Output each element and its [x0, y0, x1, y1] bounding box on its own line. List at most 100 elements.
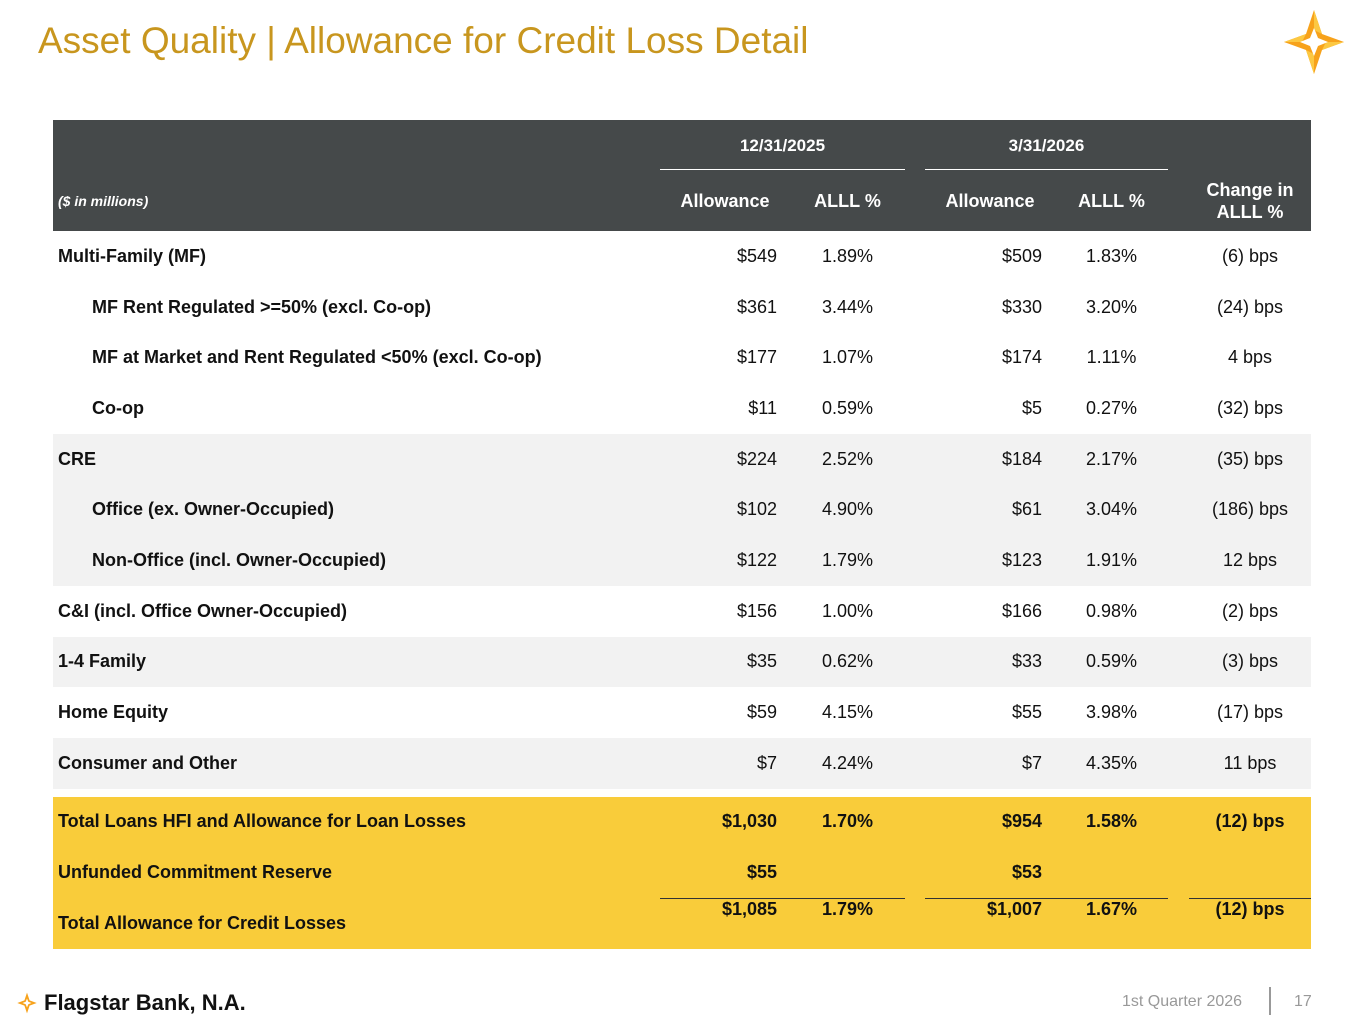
- allowance-2: $53: [1011, 862, 1042, 883]
- alll-1: 1.00%: [821, 600, 874, 621]
- alll-2: 0.98%: [1085, 600, 1138, 621]
- row-label: Total Loans HFI and Allowance for Loan L…: [58, 811, 467, 832]
- allowance-header-2: Allowance: [945, 191, 1035, 211]
- table-row: Consumer and Other $7 4.24% $7 4.35% 11 …: [53, 737, 1311, 789]
- alll-1: 0.62%: [821, 651, 874, 672]
- table-row: Unfunded Commitment Reserve $55 $53: [53, 847, 1311, 898]
- table-row: Total Loans HFI and Allowance for Loan L…: [53, 796, 1311, 848]
- alll-2: 2.17%: [1085, 448, 1138, 469]
- allowance-1: $59: [746, 702, 777, 723]
- change-header: Change in ALLL %: [1206, 180, 1294, 222]
- units-label: ($ in millions): [58, 193, 149, 209]
- table-row: Home Equity $59 4.15% $55 3.98% (17) bps: [53, 687, 1311, 738]
- alll-change: (24) bps: [1216, 296, 1284, 317]
- footer-period: 1st Quarter 2026: [1122, 993, 1243, 1010]
- allowance-2: $174: [1001, 347, 1042, 368]
- alll-2: 3.98%: [1085, 702, 1138, 723]
- allowance-1: $55: [746, 862, 777, 883]
- alll-2: 3.04%: [1085, 499, 1138, 520]
- table-row: MF at Market and Rent Regulated <50% (ex…: [53, 332, 1311, 383]
- alll-change: (6) bps: [1221, 245, 1279, 266]
- row-label: Office (ex. Owner-Occupied): [92, 499, 335, 520]
- alll-2: 1.11%: [1086, 347, 1137, 368]
- table-row: Non-Office (incl. Owner-Occupied) $122 1…: [53, 535, 1311, 586]
- alll-header-1: ALLL %: [814, 191, 881, 211]
- alll-2: 1.67%: [1055, 897, 1168, 949]
- table-row: Multi-Family (MF) $549 1.89% $509 1.83% …: [53, 231, 1311, 282]
- allowance-1: $7: [756, 752, 777, 773]
- alll-change: 4 bps: [1227, 347, 1273, 368]
- alll-change: (12) bps: [1189, 897, 1311, 949]
- allowance-1: $224: [736, 448, 777, 469]
- alll-change: 11 bps: [1223, 752, 1277, 773]
- alll-2: 1.91%: [1085, 549, 1138, 570]
- table-row: CRE $224 2.52% $184 2.17% (35) bps: [53, 433, 1311, 485]
- row-label: Total Allowance for Credit Losses: [58, 912, 347, 933]
- alll-change: (2) bps: [1221, 600, 1279, 621]
- flagstar-star-logo-icon: [1284, 10, 1344, 74]
- flagstar-star-icon: [17, 992, 37, 1014]
- allowance-1: $177: [736, 347, 777, 368]
- period-2-header: 3/31/2026: [1008, 136, 1085, 155]
- alll-2: 3.20%: [1085, 296, 1138, 317]
- allowance-2: $184: [1001, 448, 1042, 469]
- alll-2: 1.58%: [1085, 811, 1138, 832]
- table-row: C&I (incl. Office Owner-Occupied) $156 1…: [53, 586, 1311, 637]
- alll-change: (186) bps: [1211, 499, 1289, 520]
- allowance-2: $7: [1021, 752, 1042, 773]
- allowance-2: $33: [1011, 651, 1042, 672]
- allowance-table: 12/31/2025 3/31/2026 ($ in millions) All…: [53, 120, 1311, 949]
- alll-change: 12 bps: [1222, 549, 1278, 570]
- allowance-header-1: Allowance: [680, 191, 770, 211]
- footer-brand: Flagstar Bank, N.A.: [16, 990, 246, 1016]
- alll-1: 4.24%: [821, 752, 874, 773]
- row-label: Multi-Family (MF): [58, 245, 206, 266]
- allowance-1: $156: [736, 600, 777, 621]
- alll-2: 0.27%: [1085, 397, 1138, 418]
- allowance-1: $35: [746, 651, 777, 672]
- row-label: Co-op: [92, 397, 144, 418]
- alll-1: 0.59%: [821, 397, 874, 418]
- allowance-1: $1,030: [721, 811, 777, 832]
- row-label: 1-4 Family: [58, 651, 147, 672]
- alll-2: 1.83%: [1085, 245, 1138, 266]
- allowance-2: $55: [1011, 702, 1042, 723]
- alll-header-2: ALLL %: [1078, 191, 1145, 211]
- alll-change: (35) bps: [1216, 448, 1284, 469]
- alll-1: 2.52%: [821, 448, 874, 469]
- period-1-header: 12/31/2025: [739, 136, 826, 155]
- row-label: Home Equity: [58, 702, 169, 723]
- page-title: Asset Quality | Allowance for Credit Los…: [38, 20, 809, 61]
- allowance-2: $954: [1001, 811, 1042, 832]
- alll-1: 1.79%: [821, 549, 874, 570]
- row-label: Non-Office (incl. Owner-Occupied): [92, 549, 387, 570]
- alll-2: 4.35%: [1085, 752, 1138, 773]
- table-row: MF Rent Regulated >=50% (excl. Co-op) $3…: [53, 282, 1311, 333]
- alll-1: 4.90%: [821, 499, 874, 520]
- alll-1: 1.07%: [821, 347, 874, 368]
- row-label: Unfunded Commitment Reserve: [58, 862, 333, 883]
- table-row: Total Allowance for Credit Losses $1,085…: [53, 897, 1311, 949]
- allowance-2: $330: [1001, 296, 1042, 317]
- table-row: Office (ex. Owner-Occupied) $102 4.90% $…: [53, 484, 1311, 536]
- brand-name: Flagstar Bank, N.A.: [44, 990, 246, 1015]
- alll-2: 0.59%: [1085, 651, 1138, 672]
- allowance-2: $509: [1001, 245, 1042, 266]
- allowance-1: $122: [736, 549, 777, 570]
- alll-1: 4.15%: [821, 702, 874, 723]
- allowance-2: $61: [1011, 499, 1042, 520]
- table-row: Co-op $11 0.59% $5 0.27% (32) bps: [53, 383, 1311, 434]
- row-label: MF at Market and Rent Regulated <50% (ex…: [92, 347, 542, 368]
- table-header: 12/31/2025 3/31/2026 ($ in millions) All…: [53, 120, 1311, 231]
- alll-change: (12) bps: [1215, 811, 1285, 832]
- row-label: CRE: [58, 448, 97, 469]
- table-row: 1-4 Family $35 0.62% $33 0.59% (3) bps: [53, 636, 1311, 688]
- allowance-1: $11: [748, 397, 777, 418]
- allowance-2: $1,007: [925, 897, 1055, 949]
- allowance-2: $123: [1001, 549, 1042, 570]
- row-label: MF Rent Regulated >=50% (excl. Co-op): [92, 296, 432, 317]
- alll-change: (32) bps: [1216, 397, 1284, 418]
- page-number: 17: [1294, 993, 1312, 1010]
- allowance-1: $549: [736, 245, 777, 266]
- alll-change: (17) bps: [1216, 702, 1284, 723]
